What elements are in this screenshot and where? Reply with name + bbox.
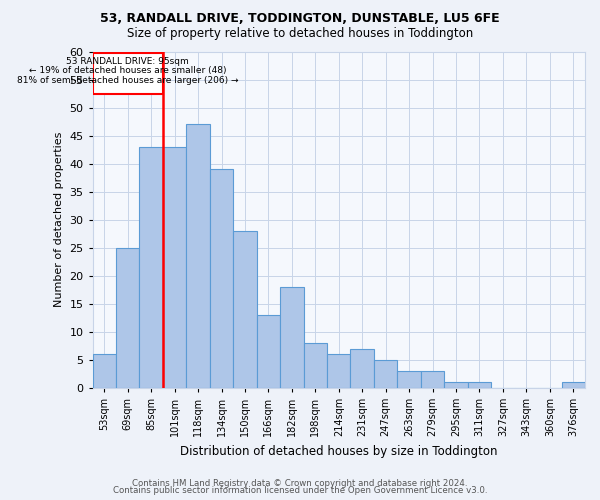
Bar <box>92 354 116 388</box>
Bar <box>397 371 421 388</box>
Bar <box>210 169 233 388</box>
Bar <box>139 147 163 388</box>
Bar <box>374 360 397 388</box>
X-axis label: Distribution of detached houses by size in Toddington: Distribution of detached houses by size … <box>180 444 497 458</box>
Bar <box>257 315 280 388</box>
Bar <box>304 343 327 388</box>
Bar <box>421 371 444 388</box>
Bar <box>187 124 210 388</box>
Bar <box>562 382 585 388</box>
Bar <box>163 147 187 388</box>
Text: 53 RANDALL DRIVE: 95sqm: 53 RANDALL DRIVE: 95sqm <box>67 56 189 66</box>
Bar <box>444 382 468 388</box>
Bar <box>327 354 350 388</box>
Bar <box>280 287 304 388</box>
Text: ← 19% of detached houses are smaller (48): ← 19% of detached houses are smaller (48… <box>29 66 226 75</box>
Text: Contains HM Land Registry data © Crown copyright and database right 2024.: Contains HM Land Registry data © Crown c… <box>132 478 468 488</box>
Text: 81% of semi-detached houses are larger (206) →: 81% of semi-detached houses are larger (… <box>17 76 238 84</box>
Bar <box>468 382 491 388</box>
Bar <box>233 231 257 388</box>
Y-axis label: Number of detached properties: Number of detached properties <box>54 132 64 308</box>
Bar <box>116 248 139 388</box>
Text: Contains public sector information licensed under the Open Government Licence v3: Contains public sector information licen… <box>113 486 487 495</box>
Text: 53, RANDALL DRIVE, TODDINGTON, DUNSTABLE, LU5 6FE: 53, RANDALL DRIVE, TODDINGTON, DUNSTABLE… <box>100 12 500 26</box>
Bar <box>92 52 163 94</box>
Bar <box>350 348 374 388</box>
Text: Size of property relative to detached houses in Toddington: Size of property relative to detached ho… <box>127 28 473 40</box>
